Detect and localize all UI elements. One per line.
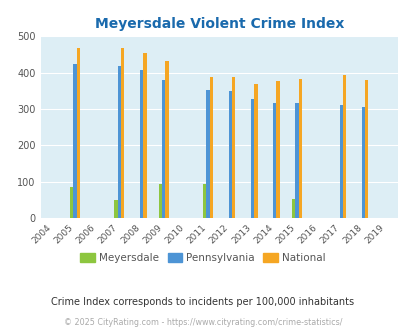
- Bar: [298, 79, 301, 218]
- Bar: [250, 99, 254, 218]
- Bar: [206, 90, 209, 218]
- Bar: [276, 81, 279, 218]
- Bar: [70, 187, 73, 218]
- Bar: [202, 184, 206, 218]
- Title: Meyersdale Violent Crime Index: Meyersdale Violent Crime Index: [94, 17, 343, 31]
- Bar: [121, 48, 124, 218]
- Bar: [361, 107, 364, 218]
- Legend: Meyersdale, Pennsylvania, National: Meyersdale, Pennsylvania, National: [76, 249, 329, 267]
- Bar: [342, 75, 345, 218]
- Bar: [294, 104, 298, 218]
- Bar: [291, 199, 294, 218]
- Bar: [339, 105, 342, 218]
- Bar: [158, 184, 162, 218]
- Bar: [143, 52, 146, 218]
- Bar: [228, 91, 231, 218]
- Text: © 2025 CityRating.com - https://www.cityrating.com/crime-statistics/: © 2025 CityRating.com - https://www.city…: [64, 318, 341, 327]
- Text: Crime Index corresponds to incidents per 100,000 inhabitants: Crime Index corresponds to incidents per…: [51, 297, 354, 307]
- Bar: [209, 77, 213, 218]
- Bar: [165, 61, 168, 218]
- Bar: [114, 200, 117, 218]
- Bar: [273, 104, 276, 218]
- Bar: [364, 80, 368, 218]
- Bar: [140, 70, 143, 218]
- Bar: [162, 80, 165, 218]
- Bar: [73, 63, 77, 218]
- Bar: [77, 48, 80, 218]
- Bar: [254, 84, 257, 218]
- Bar: [117, 66, 121, 218]
- Bar: [231, 77, 235, 218]
